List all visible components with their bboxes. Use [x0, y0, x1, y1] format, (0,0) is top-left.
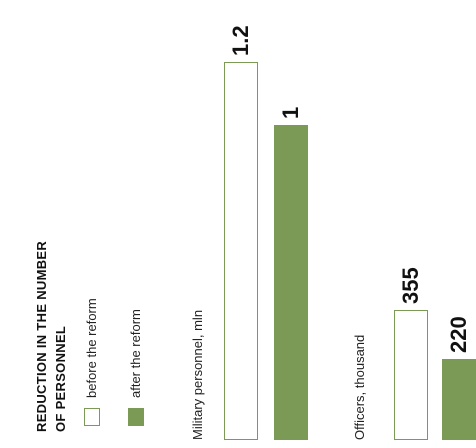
bar-officers-before — [394, 310, 428, 440]
value-label-military-before: 1.2 — [228, 25, 253, 56]
category-label-officers: Officers, thousand — [352, 334, 367, 440]
legend-swatch-before — [84, 408, 100, 426]
chart-title-line-2: OF PERSONNEL — [53, 325, 68, 432]
chart-title-line-1: REDUCTION IN THE NUMBER — [34, 240, 49, 432]
legend-label-before: before the reform — [84, 298, 99, 398]
value-label-officers-before: 355 — [398, 267, 423, 304]
legend-label-after: after the reform — [128, 309, 143, 398]
value-label-officers-after: 220 — [446, 316, 471, 354]
bar-officers-after — [442, 359, 476, 440]
bar-military-after — [274, 125, 308, 440]
value-label-military-after: 1 — [278, 106, 303, 119]
category-label-military: Military personnel, mln — [190, 309, 205, 440]
legend-swatch-after — [128, 408, 144, 426]
bar-military-before — [224, 62, 258, 440]
